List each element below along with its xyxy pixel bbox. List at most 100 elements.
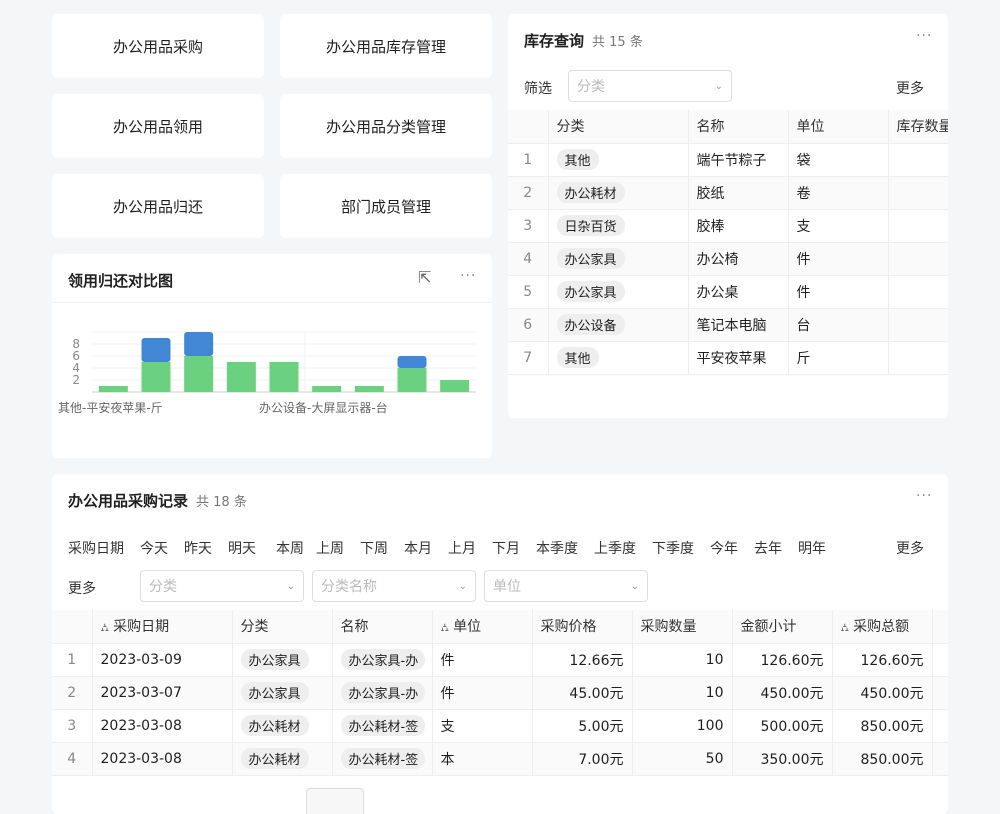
table-row[interactable]: 4 2023-03-08 办公耗材 办公耗材-签本 7.00元 50 350.00元 850.… xyxy=(52,742,948,776)
table-row[interactable]: 2 2023-03-07 办公家具 办公家具-办件 45.00元 10 450.00元 450… xyxy=(52,676,948,710)
date-option[interactable]: 下周 xyxy=(360,541,388,557)
bar-segment xyxy=(440,380,470,392)
x-tick-label: 其他-平安夜苹果-斤 xyxy=(58,400,163,415)
category-tag: 其他 xyxy=(556,347,599,368)
column-header[interactable]: 采购价格 xyxy=(532,610,633,644)
nav-button[interactable]: 办公用品库存管理 xyxy=(280,14,492,78)
bar-segment xyxy=(397,368,427,392)
bar-segment xyxy=(98,386,128,392)
filter-select[interactable]: 分类名称 ⌄ xyxy=(312,570,476,602)
table-row[interactable]: 3 2023-03-08 办公耗材 办公耗材-签支 5.00元 100 500.00元 850… xyxy=(52,709,948,743)
filter-select[interactable]: 分类 ⌄ xyxy=(140,570,304,602)
stock-title: 库存查询共 15 条 xyxy=(524,32,643,50)
date-option[interactable]: 上季度 xyxy=(594,541,636,557)
column-header[interactable]: ⛼ 采购总额 xyxy=(832,610,933,644)
table-row[interactable]: 1 2023-03-09 办公家具 办公家具-办件 12.66元 10 126.60元 126… xyxy=(52,643,948,677)
more-label: 更多 xyxy=(68,581,96,597)
date-option[interactable]: 昨天 xyxy=(184,541,212,557)
date-option[interactable]: 明年 xyxy=(798,541,826,557)
table-row[interactable]: 4 办公家具 办公椅件 xyxy=(508,242,948,276)
purchase-card: 办公用品采购记录共 18 条 ··· 采购日期 今天 昨天 明天 本周 上周 下周 本月 上月… xyxy=(52,474,948,814)
category-tag: 办公耗材 xyxy=(556,182,625,203)
category-tag: 日杂百货 xyxy=(556,215,625,236)
more-filter-button[interactable]: 更多 xyxy=(896,81,924,97)
category-tag: 办公家具 xyxy=(240,649,309,670)
stock-table: 分类 名称 单位 库存数量 1 其他 端午节粽子袋 2 办公耗材 胶纸卷 3 日杂百货 胶棒支 4 办公家具… xyxy=(508,110,948,375)
bar-segment xyxy=(312,386,342,392)
column-header[interactable] xyxy=(52,610,93,644)
bottom-button[interactable] xyxy=(306,788,364,814)
bar-segment xyxy=(184,356,214,392)
chart-title: 领用归还对比图 xyxy=(68,272,174,290)
date-option[interactable]: 下季度 xyxy=(652,541,694,557)
column-header[interactable]: 名称 xyxy=(688,110,789,144)
hierarchy-icon: ⛼ xyxy=(840,621,850,635)
date-option[interactable]: 今年 xyxy=(710,541,738,557)
y-tick-label: 2 xyxy=(72,373,80,387)
more-filter-button[interactable]: 更多 xyxy=(896,541,924,557)
column-header[interactable]: 库存数量 xyxy=(888,110,948,144)
table-row[interactable]: 1 其他 端午节粽子袋 xyxy=(508,143,948,177)
category-tag: 其他 xyxy=(556,149,599,170)
nav-button[interactable]: 部门成员管理 xyxy=(280,174,492,238)
hierarchy-icon: ⛼ xyxy=(440,621,450,635)
stock-card: 库存查询共 15 条 ··· 筛选 分类 ⌄ 更多 分类 名称 单位 库存数量 1 其他 端午… xyxy=(508,14,948,418)
column-header[interactable]: ⛼ 单位 xyxy=(432,610,533,644)
table-row[interactable]: 7 其他 平安夜苹果斤 xyxy=(508,341,948,375)
table-row[interactable]: 2 办公耗材 胶纸卷 xyxy=(508,176,948,210)
date-option[interactable]: 本周 xyxy=(276,541,304,557)
name-tag: 办公耗材-签 xyxy=(340,748,425,769)
chevron-down-icon: ⌄ xyxy=(714,80,723,92)
column-header[interactable]: 采购数量 xyxy=(632,610,733,644)
name-tag: 办公家具-办 xyxy=(340,682,425,703)
more-icon[interactable]: ··· xyxy=(916,488,933,504)
date-option[interactable]: 去年 xyxy=(754,541,782,557)
column-header[interactable]: 分类 xyxy=(232,610,333,644)
bar-segment xyxy=(184,332,214,356)
date-option[interactable]: 本季度 xyxy=(536,541,578,557)
name-tag: 办公家具-办 xyxy=(340,649,425,670)
y-tick-label: 8 xyxy=(72,337,80,351)
bar-segment xyxy=(141,338,171,362)
table-row[interactable]: 6 办公设备 笔记本电脑台 xyxy=(508,308,948,342)
category-tag: 办公耗材 xyxy=(240,748,309,769)
chart-card: 领用归还对比图 ⇱ ··· 2 4 6 8 其他-平安夜苹果-斤 办公设备-大屏显示器-台 xyxy=(52,254,492,458)
table-row[interactable]: 3 日杂百货 胶棒支 xyxy=(508,209,948,243)
bar-segment xyxy=(269,362,299,392)
column-header[interactable]: 分类 xyxy=(548,110,689,144)
more-icon[interactable]: ··· xyxy=(916,28,933,44)
expand-icon[interactable]: ⇱ xyxy=(418,268,432,287)
date-option[interactable]: 本月 xyxy=(404,541,432,557)
name-tag: 办公耗材-签 xyxy=(340,715,425,736)
category-tag: 办公家具 xyxy=(556,248,625,269)
date-option[interactable]: 上月 xyxy=(448,541,476,557)
nav-button[interactable]: 办公用品领用 xyxy=(52,94,264,158)
date-option[interactable]: 下月 xyxy=(492,541,520,557)
chevron-down-icon: ⌄ xyxy=(286,580,295,592)
y-tick-label: 4 xyxy=(72,361,80,375)
nav-button[interactable]: 办公用品归还 xyxy=(52,174,264,238)
x-tick-label: 办公设备-大屏显示器-台 xyxy=(259,400,388,415)
purchase-count: 共 18 条 xyxy=(196,495,247,510)
nav-button[interactable]: 办公用品采购 xyxy=(52,14,264,78)
table-row[interactable]: 5 办公家具 办公桌件 xyxy=(508,275,948,309)
chevron-down-icon: ⌄ xyxy=(630,580,639,592)
bar-segment xyxy=(226,362,256,392)
category-filter-select[interactable]: 分类 ⌄ xyxy=(568,70,732,102)
column-header[interactable]: 名称 xyxy=(332,610,433,644)
date-option[interactable]: 明天 xyxy=(228,541,256,557)
chevron-down-icon: ⌄ xyxy=(458,580,467,592)
nav-button[interactable]: 办公用品分类管理 xyxy=(280,94,492,158)
more-icon[interactable]: ··· xyxy=(460,268,477,284)
date-option[interactable]: 今天 xyxy=(140,541,168,557)
filter-select[interactable]: 单位 ⌄ xyxy=(484,570,648,602)
column-header[interactable]: ⛼ 采购日期 xyxy=(92,610,233,644)
category-tag: 办公家具 xyxy=(240,682,309,703)
column-header[interactable] xyxy=(508,110,549,144)
date-filter-label: 采购日期 xyxy=(68,541,124,557)
date-option[interactable]: 上周 xyxy=(316,541,344,557)
column-header[interactable]: 金额小计 xyxy=(732,610,833,644)
bar-segment xyxy=(354,386,384,392)
column-header[interactable]: 单位 xyxy=(788,110,889,144)
